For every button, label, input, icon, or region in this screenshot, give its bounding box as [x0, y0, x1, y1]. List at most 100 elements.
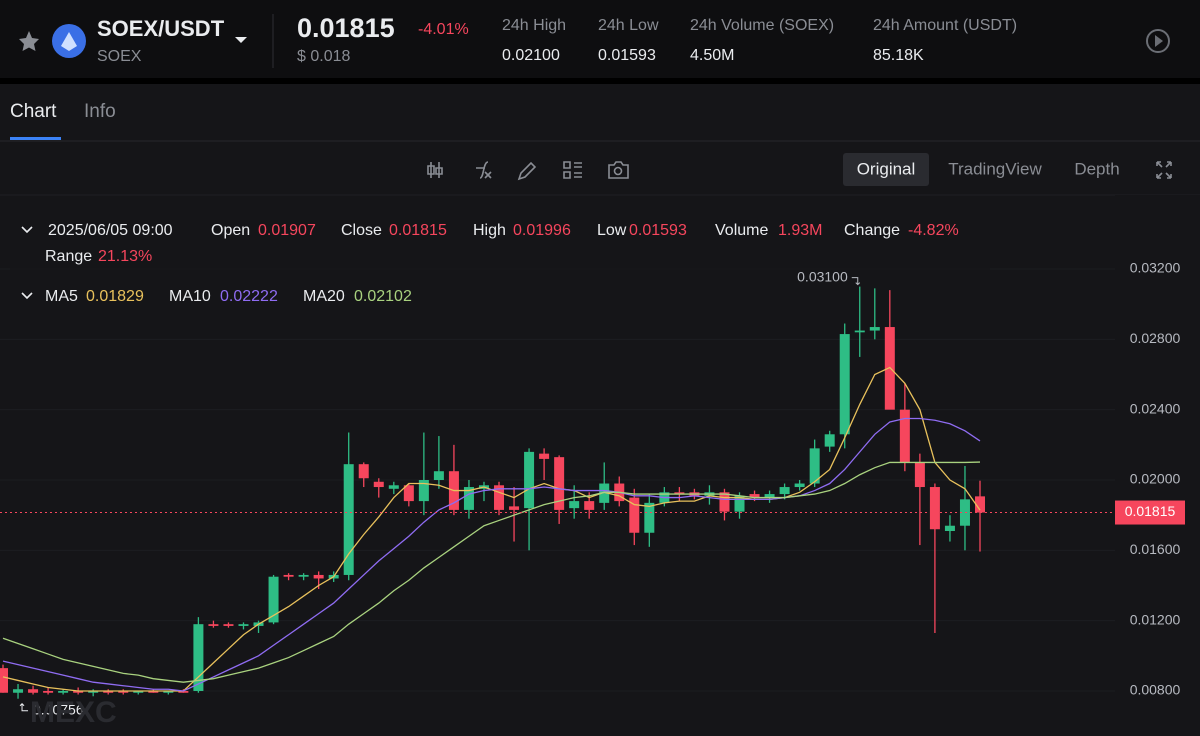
candle-body — [899, 409, 910, 463]
candle-body — [148, 690, 159, 693]
candle-body — [0, 668, 8, 693]
token-logo-mark — [61, 32, 77, 51]
last-price: 0.01815 — [297, 13, 395, 43]
candle-body — [103, 690, 114, 693]
price-axis-bg — [1115, 195, 1200, 736]
candle-body — [644, 502, 655, 533]
layout-icon[interactable] — [563, 161, 582, 179]
candle-body — [298, 574, 309, 577]
separator — [0, 78, 1200, 84]
legend-label: Close — [341, 222, 382, 239]
candle-body — [914, 462, 925, 488]
candle-body — [73, 690, 84, 693]
watermark: MEXC — [30, 696, 117, 729]
candle-body — [58, 690, 69, 693]
snapshot-lens — [613, 166, 623, 176]
draw-icon[interactable] — [517, 161, 537, 181]
max-marker-arrow — [851, 277, 861, 286]
candle-body — [433, 471, 444, 481]
play-icon-mark — [1155, 35, 1163, 47]
snapshot-icon[interactable] — [608, 161, 629, 179]
candle-body — [358, 464, 369, 479]
candle-body — [268, 576, 279, 623]
usd-price: $ 0.018 — [297, 48, 350, 65]
candle-body — [88, 690, 99, 693]
base-asset: SOEX — [97, 48, 142, 65]
y-tick-label: 0.00800 — [1130, 682, 1181, 698]
candle-icon[interactable] — [427, 162, 443, 178]
candle-body — [238, 624, 249, 626]
candle-body — [13, 689, 24, 693]
candle-body — [163, 690, 174, 693]
candle-body — [719, 492, 730, 512]
candle-body — [959, 499, 970, 526]
candle-body — [539, 453, 550, 459]
candle-body — [403, 485, 414, 502]
tab-active[interactable]: Chart — [10, 101, 57, 122]
candle-body — [929, 487, 940, 530]
candle-body — [734, 495, 745, 512]
candle-body — [524, 451, 535, 509]
y-tick-label: 0.03200 — [1130, 260, 1181, 276]
min-marker-arrow — [19, 703, 29, 712]
indicator-icon[interactable] — [476, 161, 492, 179]
view-option[interactable]: Depth — [1074, 159, 1119, 178]
candle-body — [373, 481, 384, 488]
legend-value: 0.01996 — [513, 222, 571, 239]
min-marker-label: 0.00756 — [33, 701, 84, 717]
legend-collapse[interactable] — [21, 226, 33, 234]
legend-value: 0.01815 — [389, 222, 447, 239]
candle-body — [463, 487, 474, 510]
ma-value: 0.01829 — [86, 288, 144, 305]
view-selected-bg — [843, 153, 929, 186]
view-option[interactable]: TradingView — [948, 159, 1042, 178]
max-marker-label: 0.03100 — [797, 268, 848, 284]
ma-label: MA10 — [169, 288, 211, 305]
symbol-dropdown[interactable] — [235, 37, 247, 43]
y-tick-label: 0.02000 — [1130, 471, 1181, 487]
candle-body — [779, 487, 790, 495]
ma-collapse[interactable] — [21, 292, 33, 300]
candle-body — [509, 506, 520, 510]
candle-body — [944, 525, 955, 531]
star-icon[interactable] — [19, 31, 39, 51]
fullscreen-icon[interactable] — [1156, 161, 1172, 179]
candle-body — [809, 448, 820, 484]
stat-value: 0.02100 — [502, 47, 560, 64]
view-option-active[interactable]: Original — [857, 159, 916, 178]
legend-label: Low — [597, 222, 627, 239]
candle-body — [975, 496, 985, 513]
candle-body — [178, 690, 189, 693]
candle-body — [388, 485, 399, 489]
candle-body — [118, 690, 129, 693]
legend-label: Range — [45, 248, 92, 265]
candle-body — [629, 497, 640, 533]
stat-label: 24h Amount (USDT) — [873, 17, 1017, 34]
legend-label: High — [473, 222, 506, 239]
candle-body — [223, 624, 234, 626]
candle-body — [839, 334, 850, 435]
ma-value: 0.02222 — [220, 288, 278, 305]
legend-value: 0.01907 — [258, 222, 316, 239]
candle-body — [133, 690, 144, 693]
candle-body — [569, 501, 580, 509]
toolbar-icons — [427, 161, 629, 181]
ma-label: MA20 — [303, 288, 345, 305]
play-icon[interactable] — [1146, 29, 1170, 53]
ma-label: MA5 — [45, 288, 78, 305]
ma-line — [2, 417, 981, 692]
candle-body — [554, 457, 565, 510]
tab[interactable]: Info — [84, 101, 116, 122]
legend-label: Open — [211, 222, 250, 239]
legend-label: Change — [844, 222, 900, 239]
legend-date: 2025/06/05 09:00 — [48, 222, 173, 239]
stat-value: 0.01593 — [598, 47, 656, 64]
candle-body — [599, 483, 610, 503]
symbol[interactable]: SOEX/USDT — [97, 16, 225, 41]
stat-value: 85.18K — [873, 47, 924, 64]
candle-body — [313, 574, 324, 579]
candle-body — [674, 492, 685, 495]
